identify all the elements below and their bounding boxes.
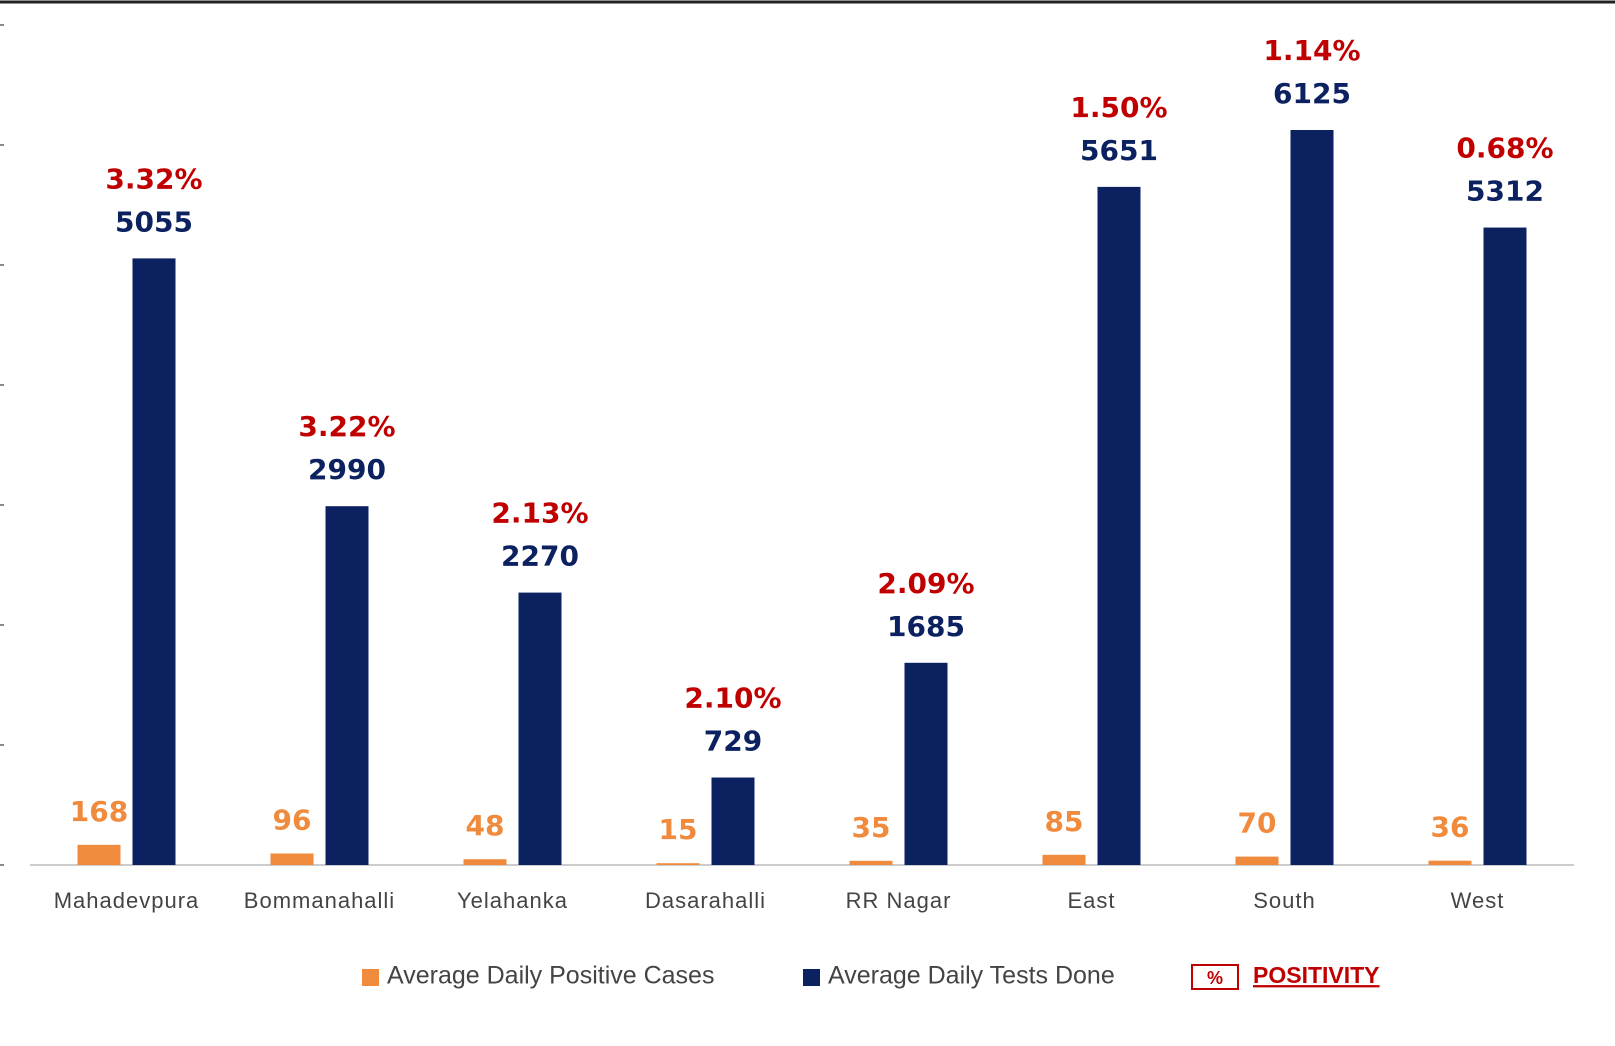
positivity-label: 2.09% — [877, 567, 974, 600]
data-label: 5312 — [1466, 175, 1544, 208]
positivity-label: 3.22% — [298, 410, 395, 443]
data-label: 1685 — [887, 610, 965, 643]
x-tick-label: RR Nagar — [846, 888, 952, 913]
x-tick-label: Bommanahalli — [244, 888, 395, 913]
bar — [132, 258, 176, 865]
x-tick-label: South — [1253, 888, 1316, 913]
positivity-label: 1.14% — [1263, 34, 1360, 67]
data-label: 48 — [466, 809, 505, 842]
legend-swatch — [803, 969, 820, 986]
legend-label: POSITIVITY — [1253, 962, 1380, 988]
data-label: 70 — [1238, 807, 1277, 840]
bar — [656, 863, 700, 865]
bar — [463, 859, 507, 865]
data-label: 96 — [273, 803, 312, 836]
x-tick-label: Dasarahalli — [645, 888, 766, 913]
legend-label: Average Daily Tests Done — [828, 962, 1115, 990]
positivity-label: 1.50% — [1070, 91, 1167, 124]
positivity-label: 2.13% — [491, 497, 588, 530]
data-label: 15 — [659, 813, 698, 846]
data-label: 85 — [1045, 805, 1084, 838]
data-label: 5651 — [1080, 134, 1158, 167]
legend-swatch — [1191, 964, 1239, 990]
bar — [77, 844, 121, 865]
data-label: 2270 — [501, 540, 579, 573]
x-tick-label: Yelahanka — [457, 888, 568, 913]
bar — [325, 506, 369, 865]
data-label: 5055 — [115, 205, 193, 238]
positivity-label: 2.10% — [684, 682, 781, 715]
data-label: 6125 — [1273, 77, 1351, 110]
bar — [518, 592, 562, 865]
x-tick-label: East — [1067, 888, 1115, 913]
bar — [1097, 186, 1141, 865]
data-label: 729 — [704, 725, 762, 758]
positivity-label: 3.32% — [105, 162, 202, 195]
data-label: 2990 — [308, 453, 386, 486]
bar — [1290, 130, 1334, 865]
bar — [270, 853, 314, 865]
bar — [904, 662, 948, 865]
bar — [711, 777, 755, 865]
legend-label: Average Daily Positive Cases — [387, 962, 714, 990]
x-tick-label: West — [1451, 888, 1505, 913]
legend-swatch — [362, 969, 379, 986]
positivity-label: 0.68% — [1456, 132, 1553, 165]
bar — [1235, 856, 1279, 865]
legend-symbol: % — [1207, 968, 1223, 988]
bar — [1483, 227, 1527, 865]
bar — [849, 860, 893, 865]
bar — [1428, 860, 1472, 865]
data-label: 35 — [852, 811, 891, 844]
bar — [1042, 854, 1086, 865]
data-label: 168 — [70, 795, 128, 828]
data-label: 36 — [1431, 811, 1470, 844]
x-tick-label: Mahadevpura — [54, 888, 200, 913]
